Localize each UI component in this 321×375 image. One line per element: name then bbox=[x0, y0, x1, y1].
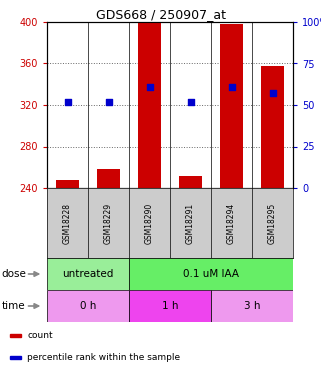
Bar bbox=[10, 334, 21, 337]
Text: 0 h: 0 h bbox=[80, 301, 96, 311]
Text: GSM18294: GSM18294 bbox=[227, 202, 236, 244]
Point bbox=[188, 99, 193, 105]
Bar bbox=[179, 176, 202, 188]
Text: count: count bbox=[27, 331, 53, 340]
Bar bbox=[47, 290, 129, 322]
Text: GSM18295: GSM18295 bbox=[268, 202, 277, 244]
Point bbox=[65, 99, 70, 105]
Bar bbox=[10, 356, 21, 359]
Point bbox=[229, 84, 234, 90]
Bar bbox=[129, 258, 293, 290]
Text: GSM18291: GSM18291 bbox=[186, 202, 195, 244]
Point bbox=[147, 84, 152, 90]
Text: untreated: untreated bbox=[62, 269, 114, 279]
Text: 1 h: 1 h bbox=[162, 301, 178, 311]
Bar bbox=[138, 22, 161, 188]
Text: percentile rank within the sample: percentile rank within the sample bbox=[27, 353, 180, 362]
Text: dose: dose bbox=[2, 269, 26, 279]
Bar bbox=[220, 24, 243, 188]
Text: GSM18290: GSM18290 bbox=[145, 202, 154, 244]
Bar bbox=[97, 170, 120, 188]
Bar bbox=[211, 290, 293, 322]
Point bbox=[270, 90, 275, 96]
Text: GSM18228: GSM18228 bbox=[63, 202, 72, 243]
Bar bbox=[261, 66, 284, 188]
Text: 0.1 uM IAA: 0.1 uM IAA bbox=[183, 269, 239, 279]
Text: GSM18229: GSM18229 bbox=[104, 202, 113, 244]
Text: 3 h: 3 h bbox=[244, 301, 260, 311]
Text: time: time bbox=[2, 301, 25, 311]
Bar bbox=[129, 290, 211, 322]
Bar bbox=[47, 258, 129, 290]
Text: GDS668 / 250907_at: GDS668 / 250907_at bbox=[96, 8, 225, 21]
Bar bbox=[56, 180, 79, 188]
Point bbox=[106, 99, 111, 105]
